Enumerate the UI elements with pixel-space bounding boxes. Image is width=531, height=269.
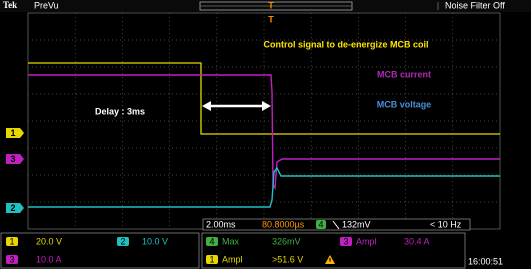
- ch1-badge-label: 1: [9, 236, 14, 246]
- annotation-current: MCB current: [377, 69, 431, 79]
- timebase-position: 80.8000µs: [262, 219, 305, 229]
- meas2-label: Ampl: [356, 236, 377, 246]
- clock: 16:00:51: [468, 256, 503, 266]
- ch3-marker-label: 3: [10, 154, 15, 164]
- trigger-source: 4: [318, 219, 323, 229]
- trigger-marker: T: [268, 14, 274, 24]
- ch2-scale: 10.0 V: [142, 236, 168, 246]
- oscilloscope-screen: Tek PreVu T Noise Filter Off T Control s…: [0, 0, 531, 269]
- channel-panel: [1, 233, 199, 268]
- trigger-frequency: < 10 Hz: [430, 219, 462, 229]
- ch1-marker-label: 1: [10, 128, 15, 138]
- separator: [437, 2, 439, 10]
- meas1-value: 326mV: [272, 236, 301, 246]
- trigger-level: 132mV: [342, 219, 371, 229]
- annotation-voltage: MCB voltage: [377, 99, 432, 109]
- acquisition-mode: PreVu: [34, 0, 59, 10]
- ch1-scale: 20.0 V: [36, 236, 62, 246]
- noise-filter-status: Noise Filter Off: [445, 0, 505, 10]
- annotation-control: Control signal to de-energize MCB coil: [263, 39, 428, 49]
- timebase-scale: 2.00ms: [206, 219, 236, 229]
- ch2-badge-label: 2: [120, 236, 125, 246]
- brand-logo: Tek: [3, 0, 17, 10]
- meas3-label: Ampl: [222, 254, 243, 264]
- trigger-position-icon: T: [268, 0, 274, 10]
- meas3-value: >51.6 V: [272, 254, 303, 264]
- warning-icon-mark: [329, 258, 330, 262]
- annotation-delay: Delay : 3ms: [95, 106, 145, 116]
- ch3-badge-label: 3: [9, 254, 14, 264]
- meas3-badge-label: 1: [209, 254, 214, 264]
- meas2-badge-label: 3: [343, 236, 348, 246]
- ch3-scale: 10.0 A: [36, 254, 62, 264]
- meas1-badge-label: 4: [209, 236, 214, 246]
- meas2-value: 30.4 A: [404, 236, 430, 246]
- ch2-marker-label: 2: [10, 203, 15, 213]
- meas1-label: Max: [222, 236, 240, 246]
